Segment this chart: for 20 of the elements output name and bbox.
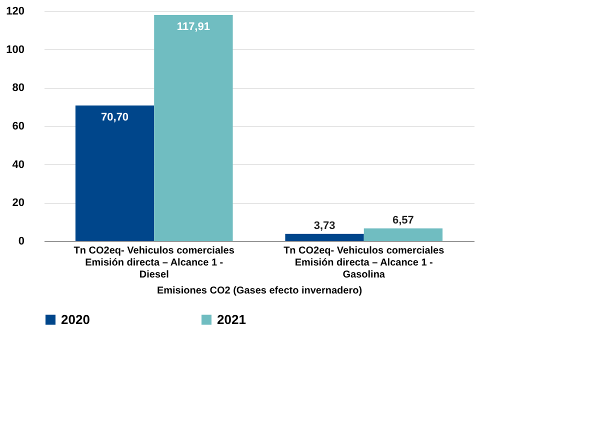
y-tick-label: 120: [6, 6, 24, 18]
data-label: 117,91: [176, 21, 210, 34]
y-tick-label: 0: [18, 236, 24, 248]
data-label: 70,70: [101, 111, 129, 124]
y-tick-label: 100: [6, 44, 24, 56]
bar: [75, 105, 154, 241]
y-tick-label: 60: [12, 120, 24, 132]
bar: [154, 15, 233, 241]
legend-label: 2020: [61, 312, 90, 327]
x-axis-title: Emisiones CO2 (Gases efecto invernadero): [156, 286, 362, 296]
bar: [364, 228, 443, 241]
y-tick-label: 80: [12, 82, 24, 94]
data-label: 3,73: [314, 220, 336, 232]
x-tick-label: Tn CO2eq- Vehiculos comerciales Emisión directa – Alcance 1 - Gasolina: [284, 246, 445, 280]
x-tick-label: Tn CO2eq- Vehiculos comerciales Emisión directa – Alcance 1 - Diesel: [74, 246, 235, 280]
y-tick-label: 20: [12, 197, 24, 210]
legend-label: 2021: [217, 312, 246, 327]
data-label: 6,57: [392, 214, 414, 226]
y-tick-label: 40: [12, 158, 24, 171]
bar: [285, 234, 364, 241]
